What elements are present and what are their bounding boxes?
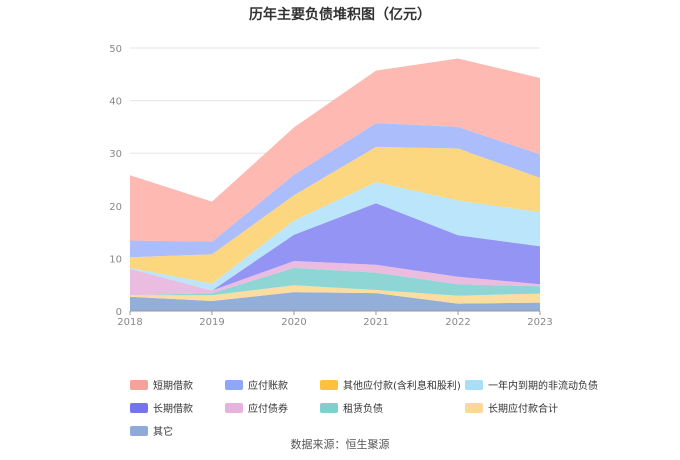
legend-label: 短期借款 bbox=[153, 381, 193, 392]
legend-label: 租赁负债 bbox=[343, 404, 383, 415]
y-tick-label: 10 bbox=[109, 254, 122, 265]
y-tick-label: 20 bbox=[109, 202, 122, 213]
legend-item[interactable]: 租赁负债 bbox=[320, 400, 465, 415]
legend-swatch bbox=[465, 402, 483, 413]
area-series-6[interactable] bbox=[130, 146, 540, 284]
legend-swatch bbox=[130, 379, 148, 390]
legend-swatch bbox=[130, 402, 148, 413]
y-tick-label: 0 bbox=[116, 307, 122, 318]
chart-title: 历年主要负债堆积图（亿元） bbox=[249, 7, 431, 23]
axes: 0 10 20 30 40 50 2018 2019 2020 2021 2022 2023 bbox=[109, 44, 552, 328]
legend-label: 长期借款 bbox=[153, 404, 193, 415]
y-tick-label: 50 bbox=[109, 44, 122, 55]
y-tick-label: 40 bbox=[109, 97, 122, 108]
legend-label: 其他应付款(含利息和股利) bbox=[343, 381, 461, 392]
legend: 短期借款 应付账款 其他应付款(含利息和股利) 一年内到期的非流动负债长期借款 应付债券… bbox=[130, 377, 598, 438]
legend-item[interactable]: 应付账款 bbox=[225, 377, 320, 392]
stacked-areas bbox=[130, 58, 540, 311]
legend-swatch bbox=[225, 402, 243, 413]
legend-label: 一年内到期的非流动负债 bbox=[488, 381, 598, 392]
legend-label: 应付债券 bbox=[248, 404, 288, 415]
legend-swatch bbox=[465, 379, 483, 390]
legend-item[interactable]: 其他应付款(含利息和股利) bbox=[320, 377, 465, 392]
x-tick-label: 2023 bbox=[527, 317, 552, 328]
legend-swatch bbox=[225, 379, 243, 390]
x-tick-label: 2019 bbox=[199, 317, 224, 328]
legend-swatch bbox=[320, 402, 338, 413]
legend-label: 其它 bbox=[153, 427, 173, 438]
area-series-1[interactable] bbox=[130, 285, 540, 304]
area-series-3[interactable] bbox=[130, 261, 540, 296]
legend-item[interactable]: 长期应付款合计 bbox=[465, 400, 575, 415]
area-series-8[interactable] bbox=[130, 58, 540, 242]
x-tick-label: 2021 bbox=[363, 317, 388, 328]
legend-label: 应付账款 bbox=[248, 381, 288, 392]
area-series-7[interactable] bbox=[130, 123, 540, 258]
area-series-4[interactable] bbox=[130, 203, 540, 291]
legend-item[interactable]: 一年内到期的非流动负债 bbox=[465, 377, 598, 392]
x-tick-label: 2022 bbox=[445, 317, 470, 328]
legend-item[interactable]: 短期借款 bbox=[130, 377, 225, 392]
legend-swatch bbox=[130, 425, 148, 436]
area-series-2[interactable] bbox=[130, 267, 540, 296]
legend-item[interactable]: 应付债券 bbox=[225, 400, 320, 415]
legend-item[interactable]: 长期借款 bbox=[130, 400, 225, 415]
legend-swatch bbox=[320, 379, 338, 390]
y-tick-label: 30 bbox=[109, 149, 122, 160]
source-note: 数据来源：恒生聚源 bbox=[290, 438, 390, 451]
legend-label: 长期应付款合计 bbox=[488, 404, 558, 415]
x-tick-label: 2020 bbox=[281, 317, 306, 328]
legend-item[interactable]: 其它 bbox=[130, 423, 225, 438]
x-tick-label: 2018 bbox=[117, 317, 142, 328]
area-series-0[interactable] bbox=[130, 292, 540, 311]
area-series-5[interactable] bbox=[130, 182, 540, 291]
